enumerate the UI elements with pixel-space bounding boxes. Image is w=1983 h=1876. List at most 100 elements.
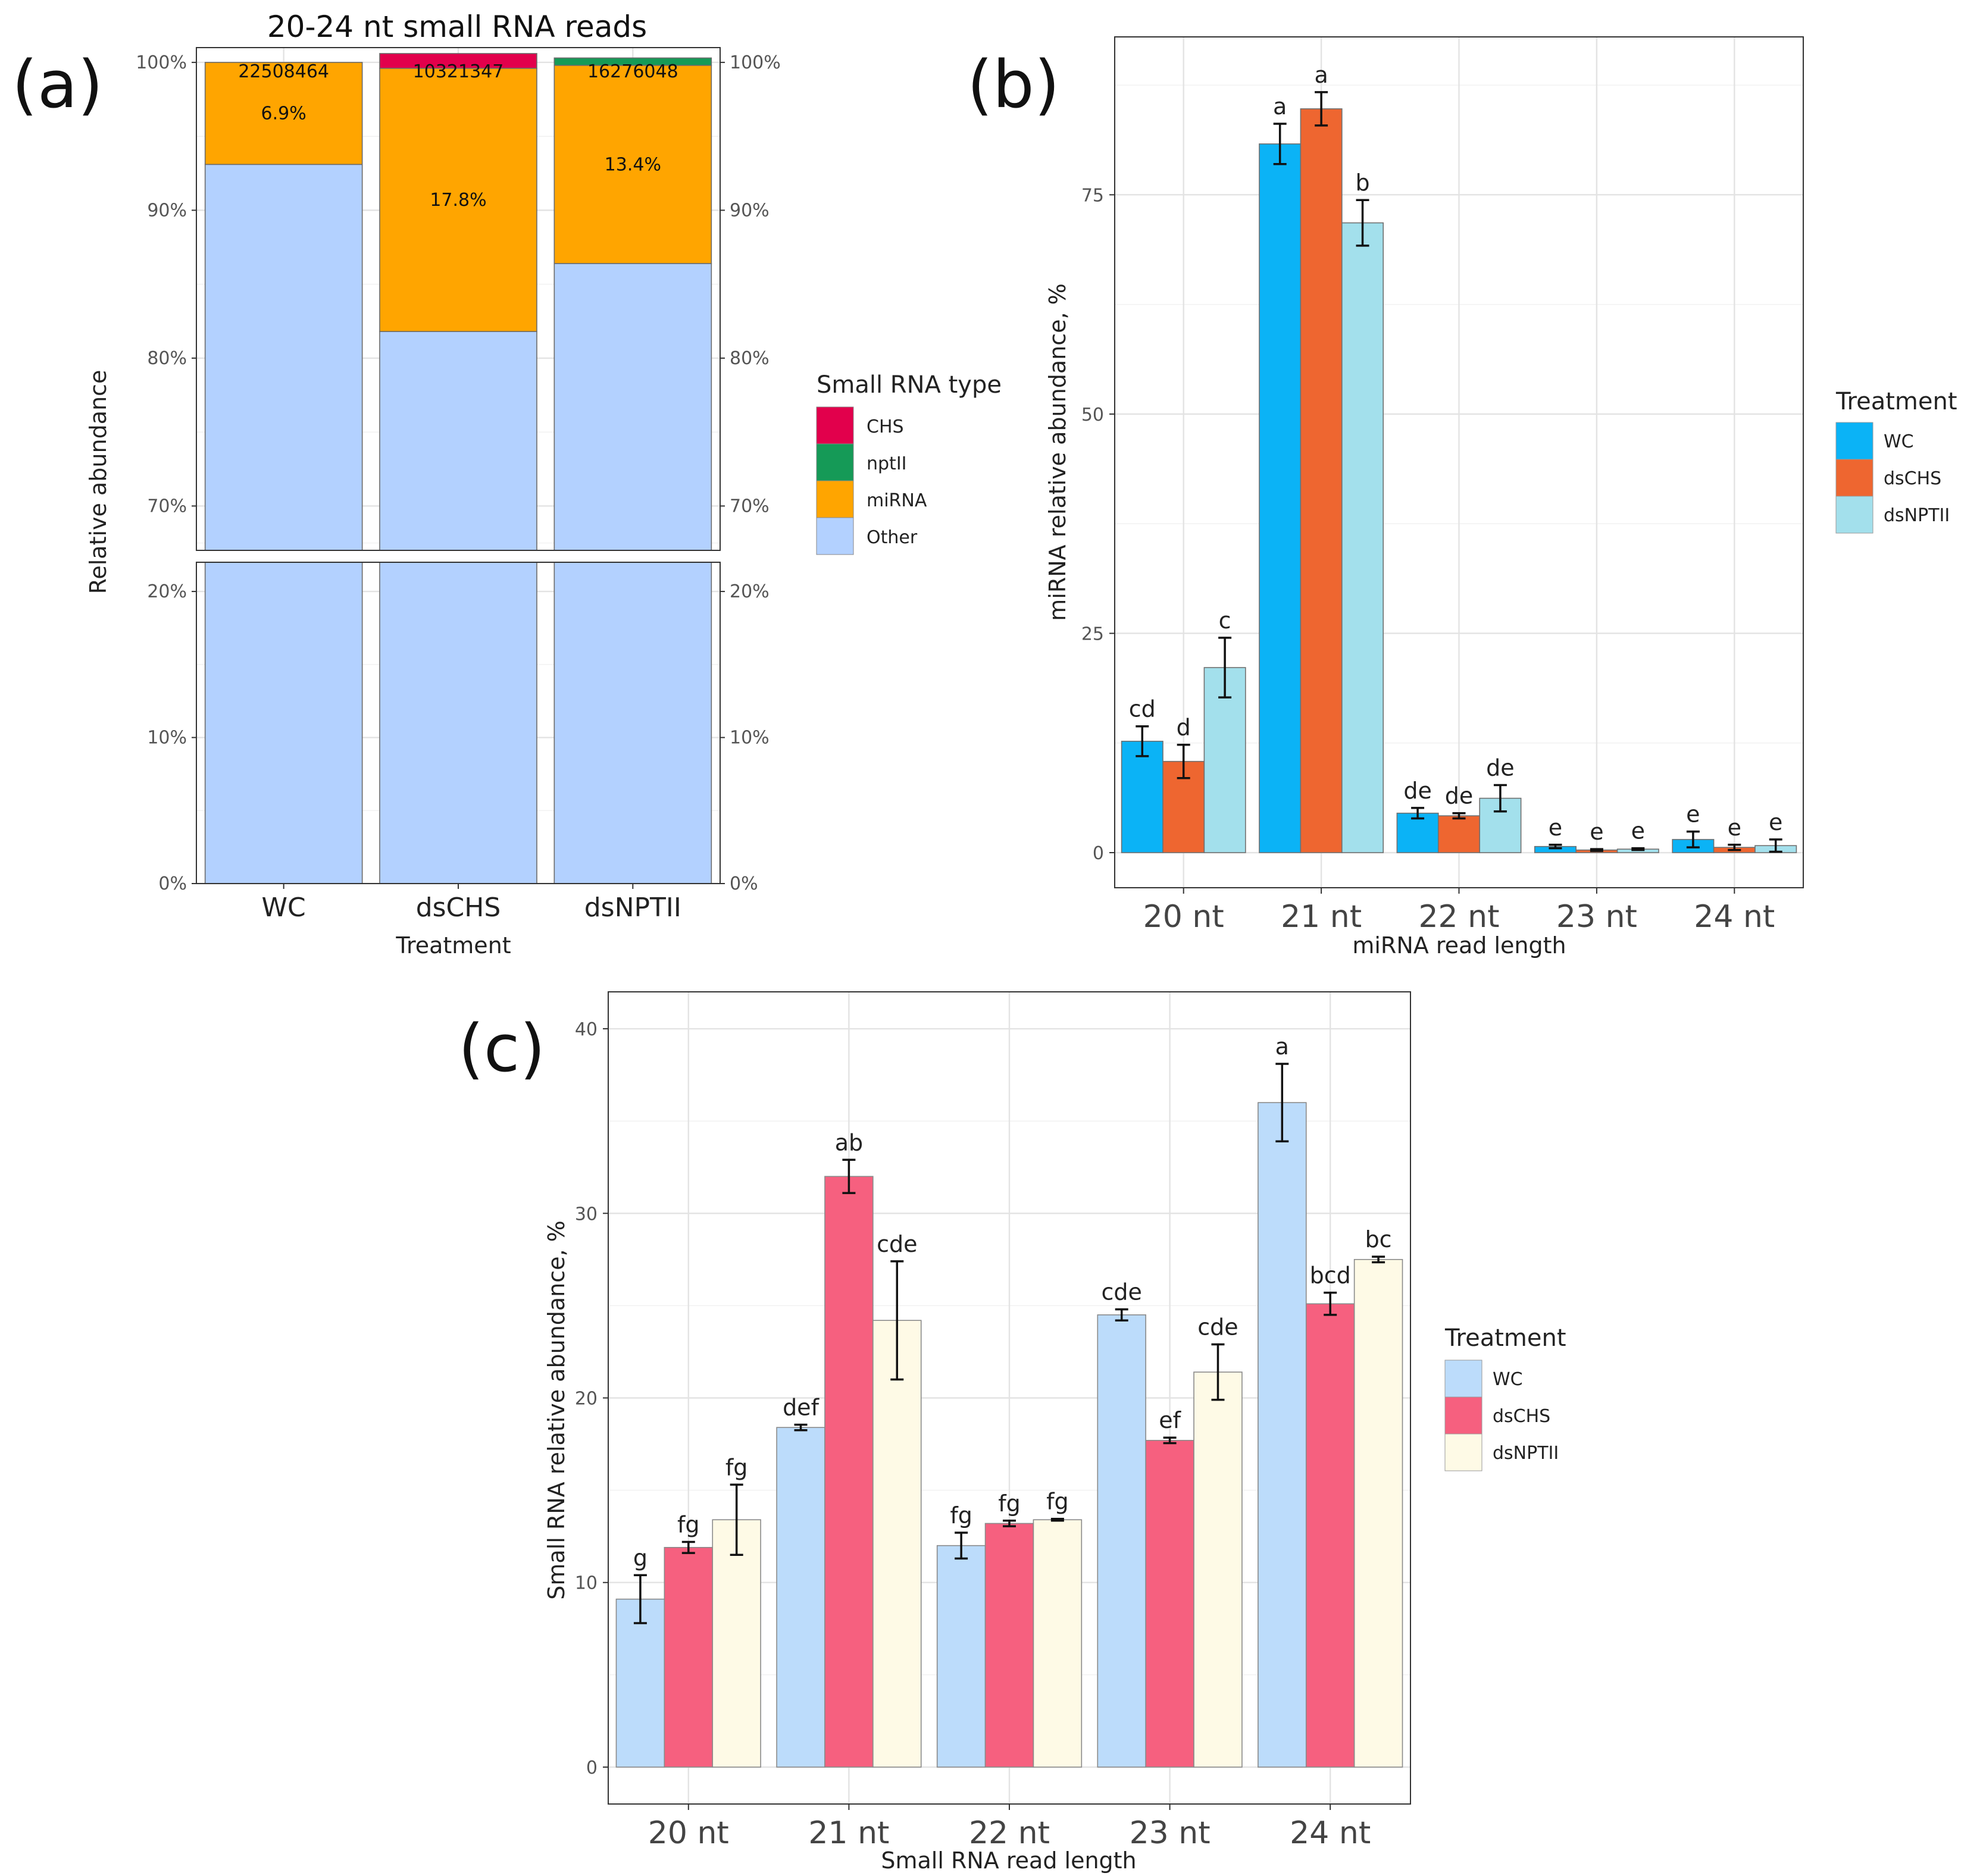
bar-dschs-22nt <box>984 1523 1034 1768</box>
bar-other-wc-lower <box>204 562 363 884</box>
x-tick-label: 23 nt <box>1130 1815 1211 1851</box>
y-tick-label: 20 <box>575 1389 598 1410</box>
y-tick-label: 75 <box>1081 185 1104 206</box>
y-tick-label-right: 10% <box>730 728 770 748</box>
legend-label-nptii: nptII <box>867 453 907 474</box>
bar-nptii-dsnptii <box>553 57 712 66</box>
legend-swatch-other <box>816 517 854 555</box>
x-tick-label: 23 nt <box>1556 899 1637 935</box>
y-tick-label-right: 80% <box>730 348 770 369</box>
y-tick-label: 30 <box>575 1204 598 1224</box>
panel-c-xlabel: Small RNA read length <box>881 1847 1136 1874</box>
legend-swatch-nptii <box>816 443 854 481</box>
significance-letter: g <box>633 1545 648 1571</box>
x-tick-label: WC <box>262 892 306 923</box>
legend-swatch-wc <box>1444 1360 1482 1398</box>
mirna-percent-label: 17.8% <box>430 190 486 211</box>
bar-chs-dschs <box>379 53 537 69</box>
significance-letter: bcd <box>1310 1263 1351 1289</box>
bar-dschs-23nt <box>1145 1440 1194 1768</box>
panel-b-label: (b) <box>967 46 1060 123</box>
x-tick-label: dsCHS <box>416 892 501 923</box>
y-tick-label-right: 90% <box>730 200 770 221</box>
legend-label-dsnptii: dsNPTII <box>1884 505 1950 526</box>
significance-letter: def <box>783 1394 820 1420</box>
x-tick-label: 24 nt <box>1290 1815 1371 1851</box>
bar-dsnptii-20nt <box>712 1519 761 1768</box>
legend-label-mirna: miRNA <box>867 490 927 511</box>
y-tick-label: 25 <box>1081 624 1104 644</box>
x-tick-label: 21 nt <box>808 1815 889 1851</box>
significance-letter: cd <box>1129 696 1156 722</box>
significance-letter: e <box>1686 801 1700 828</box>
significance-letter: de <box>1403 778 1432 804</box>
read-count-label: 16276048 <box>587 61 678 82</box>
significance-letter: ef <box>1159 1407 1181 1433</box>
bar-wc-24nt <box>1258 1102 1307 1768</box>
panel-a-ylabel: Relative abundance <box>85 370 111 594</box>
significance-letter: cde <box>877 1231 917 1257</box>
y-tick-label-right: 20% <box>730 581 770 602</box>
panel-c-label: (c) <box>458 1010 545 1086</box>
x-tick-label: 22 nt <box>969 1815 1050 1851</box>
legend-swatch-mirna <box>816 480 854 518</box>
y-tick-label: 100% <box>136 52 187 73</box>
legend-label-dsnptii: dsNPTII <box>1493 1443 1559 1464</box>
significance-letter: fg <box>725 1454 748 1480</box>
significance-letter: e <box>1549 815 1562 841</box>
bar-dsnptii-21nt <box>1341 222 1384 853</box>
legend-swatch-dschs <box>1835 459 1873 497</box>
bar-dschs-21nt <box>1300 108 1343 853</box>
significance-letter: cde <box>1197 1314 1238 1341</box>
bar-wc-21nt <box>1259 143 1302 853</box>
bar-wc-21nt <box>776 1427 825 1768</box>
legend-swatch-wc <box>1835 422 1873 460</box>
y-tick-label: 70% <box>147 496 187 516</box>
y-tick-label: 10 <box>575 1573 598 1594</box>
significance-letter: cde <box>1102 1279 1142 1305</box>
bar-other-dschs-lower <box>379 562 537 884</box>
bar-dsnptii-24nt <box>1353 1259 1403 1768</box>
panel-a-upper-facet: 22508464 6.9% 10321347 17.8% 16276048 13.4% 7… <box>136 47 781 551</box>
legend-label-wc: WC <box>1493 1369 1523 1390</box>
legend-swatch-dsnptii <box>1444 1433 1482 1471</box>
legend-label-dschs: dsCHS <box>1884 468 1941 489</box>
panel-a-title: 20-24 nt small RNA reads <box>267 10 647 44</box>
panel-b-ylabel: miRNA relative abundance, % <box>1044 283 1071 621</box>
x-tick-label: dsNPTII <box>584 892 681 923</box>
significance-letter: fg <box>677 1511 700 1537</box>
bar-dsnptii-23nt <box>1193 1371 1243 1768</box>
panel-c: (c) Small RNA relative abundance, % Smal… <box>458 991 1566 1874</box>
legend-swatch-dsnptii <box>1835 496 1873 534</box>
significance-letter: e <box>1631 818 1645 844</box>
panel-b-legend: Treatment WC dsCHS dsNPTII <box>1835 388 1957 534</box>
mirna-percent-label: 13.4% <box>605 154 661 175</box>
significance-letter: de <box>1486 755 1515 781</box>
panel-a-lower-facet: 0% 0% 10% 10% 20% 20% <box>147 562 770 894</box>
y-tick-label-right: 100% <box>730 52 781 73</box>
x-tick-label: 22 nt <box>1418 899 1499 935</box>
bar-mirna-wc <box>204 62 363 165</box>
significance-letter: b <box>1355 170 1369 196</box>
panel-a-xlabel: Treatment <box>395 932 511 959</box>
significance-letter: a <box>1314 62 1328 88</box>
y-tick-label: 0 <box>586 1758 598 1778</box>
significance-letter: a <box>1273 93 1287 120</box>
y-tick-label: 0% <box>158 873 187 894</box>
bar-other-wc <box>204 164 363 551</box>
significance-letter: a <box>1275 1033 1289 1060</box>
x-tick-label: 21 nt <box>1281 899 1362 935</box>
significance-letter: bc <box>1365 1226 1392 1252</box>
bar-dschs-20nt <box>664 1546 714 1768</box>
panel-a: (a) 20-24 nt small RNA reads Relative ab… <box>12 10 1002 959</box>
read-count-label: 22508464 <box>238 61 329 82</box>
panel-a-legend: Small RNA type CHS nptII miRNA Other <box>816 371 1002 555</box>
bar-dsnptii-22nt <box>1033 1519 1083 1768</box>
y-tick-label: 20% <box>147 581 187 602</box>
bar-dschs-22nt <box>1437 815 1481 853</box>
y-tick-label-right: 70% <box>730 496 770 516</box>
legend-swatch-dschs <box>1444 1396 1482 1435</box>
legend-label-other: Other <box>867 527 918 548</box>
significance-letter: de <box>1445 783 1474 809</box>
